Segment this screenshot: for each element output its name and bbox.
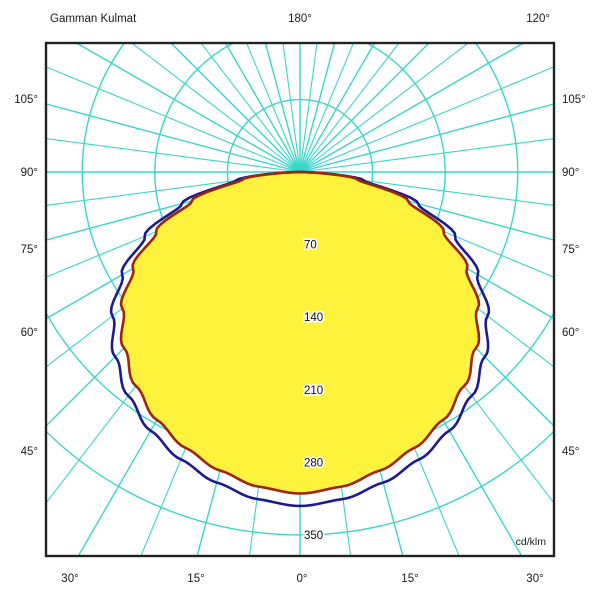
bottom-axis-label-30-left: 30° <box>61 573 78 585</box>
angular-spoke <box>46 171 301 241</box>
angular-spoke <box>299 103 554 173</box>
angular-spoke <box>299 43 430 173</box>
bottom-axis-label-0: 0° <box>297 573 308 585</box>
angular-spoke <box>299 171 554 241</box>
right-axis-label-105: 105° <box>562 94 586 106</box>
right-axis-label-90: 90° <box>562 167 579 179</box>
right-axis-label-75: 75° <box>562 244 579 256</box>
bottom-axis-label-30-right: 30° <box>526 573 543 585</box>
bottom-axis-label-15-left: 15° <box>187 573 204 585</box>
left-axis-label-105: 105° <box>14 94 38 106</box>
angular-spoke <box>299 171 554 206</box>
left-axis-label-45: 45° <box>21 446 38 458</box>
right-axis-label-60: 60° <box>562 327 579 339</box>
luminous-intensity-fill <box>120 172 480 494</box>
angular-spoke <box>170 43 301 173</box>
radial-tick-label-halo: 210 <box>304 385 323 397</box>
angular-spoke <box>46 66 301 173</box>
distribution-curves <box>109 170 491 508</box>
top-axis-label-120: 120° <box>526 13 550 25</box>
angular-spoke <box>46 103 301 173</box>
radial-tick-label: 70 <box>304 240 317 252</box>
radial-tick-label: 350 <box>304 530 323 542</box>
radial-tick-label-halo: 140 <box>304 312 323 324</box>
radial-tick-label-halo: 350 <box>304 530 323 542</box>
radial-tick-label: 210 <box>304 385 323 397</box>
angular-spoke <box>299 138 554 173</box>
bottom-axis-label-15-right: 15° <box>401 573 418 585</box>
right-axis-label-45: 45° <box>562 446 579 458</box>
left-axis-label-60: 60° <box>21 327 38 339</box>
page-title: Gamman Kulmat <box>50 13 137 25</box>
left-axis-label-75: 75° <box>21 244 38 256</box>
angular-spoke <box>299 43 525 173</box>
angular-spoke <box>46 138 301 173</box>
plot-frame <box>44 41 556 558</box>
top-axis-label-180: 180° <box>288 13 312 25</box>
radial-tick-label: 140 <box>304 312 323 324</box>
angular-spoke <box>299 66 554 173</box>
angular-spoke <box>299 43 400 173</box>
curve-c90-c270 <box>119 170 481 495</box>
curve-c0-c180 <box>109 170 491 508</box>
left-axis-label-90: 90° <box>21 167 38 179</box>
angular-spoke <box>299 43 470 173</box>
radial-tick-label: 280 <box>304 457 323 469</box>
unit-label: cd/klm <box>516 536 547 548</box>
angular-spoke <box>200 43 301 173</box>
angular-spoke <box>46 171 301 206</box>
angular-spoke <box>75 43 301 173</box>
angular-spoke <box>130 43 301 173</box>
radial-tick-label-halo: 70 <box>304 240 317 252</box>
radial-tick-label-halo: 280 <box>304 457 323 469</box>
